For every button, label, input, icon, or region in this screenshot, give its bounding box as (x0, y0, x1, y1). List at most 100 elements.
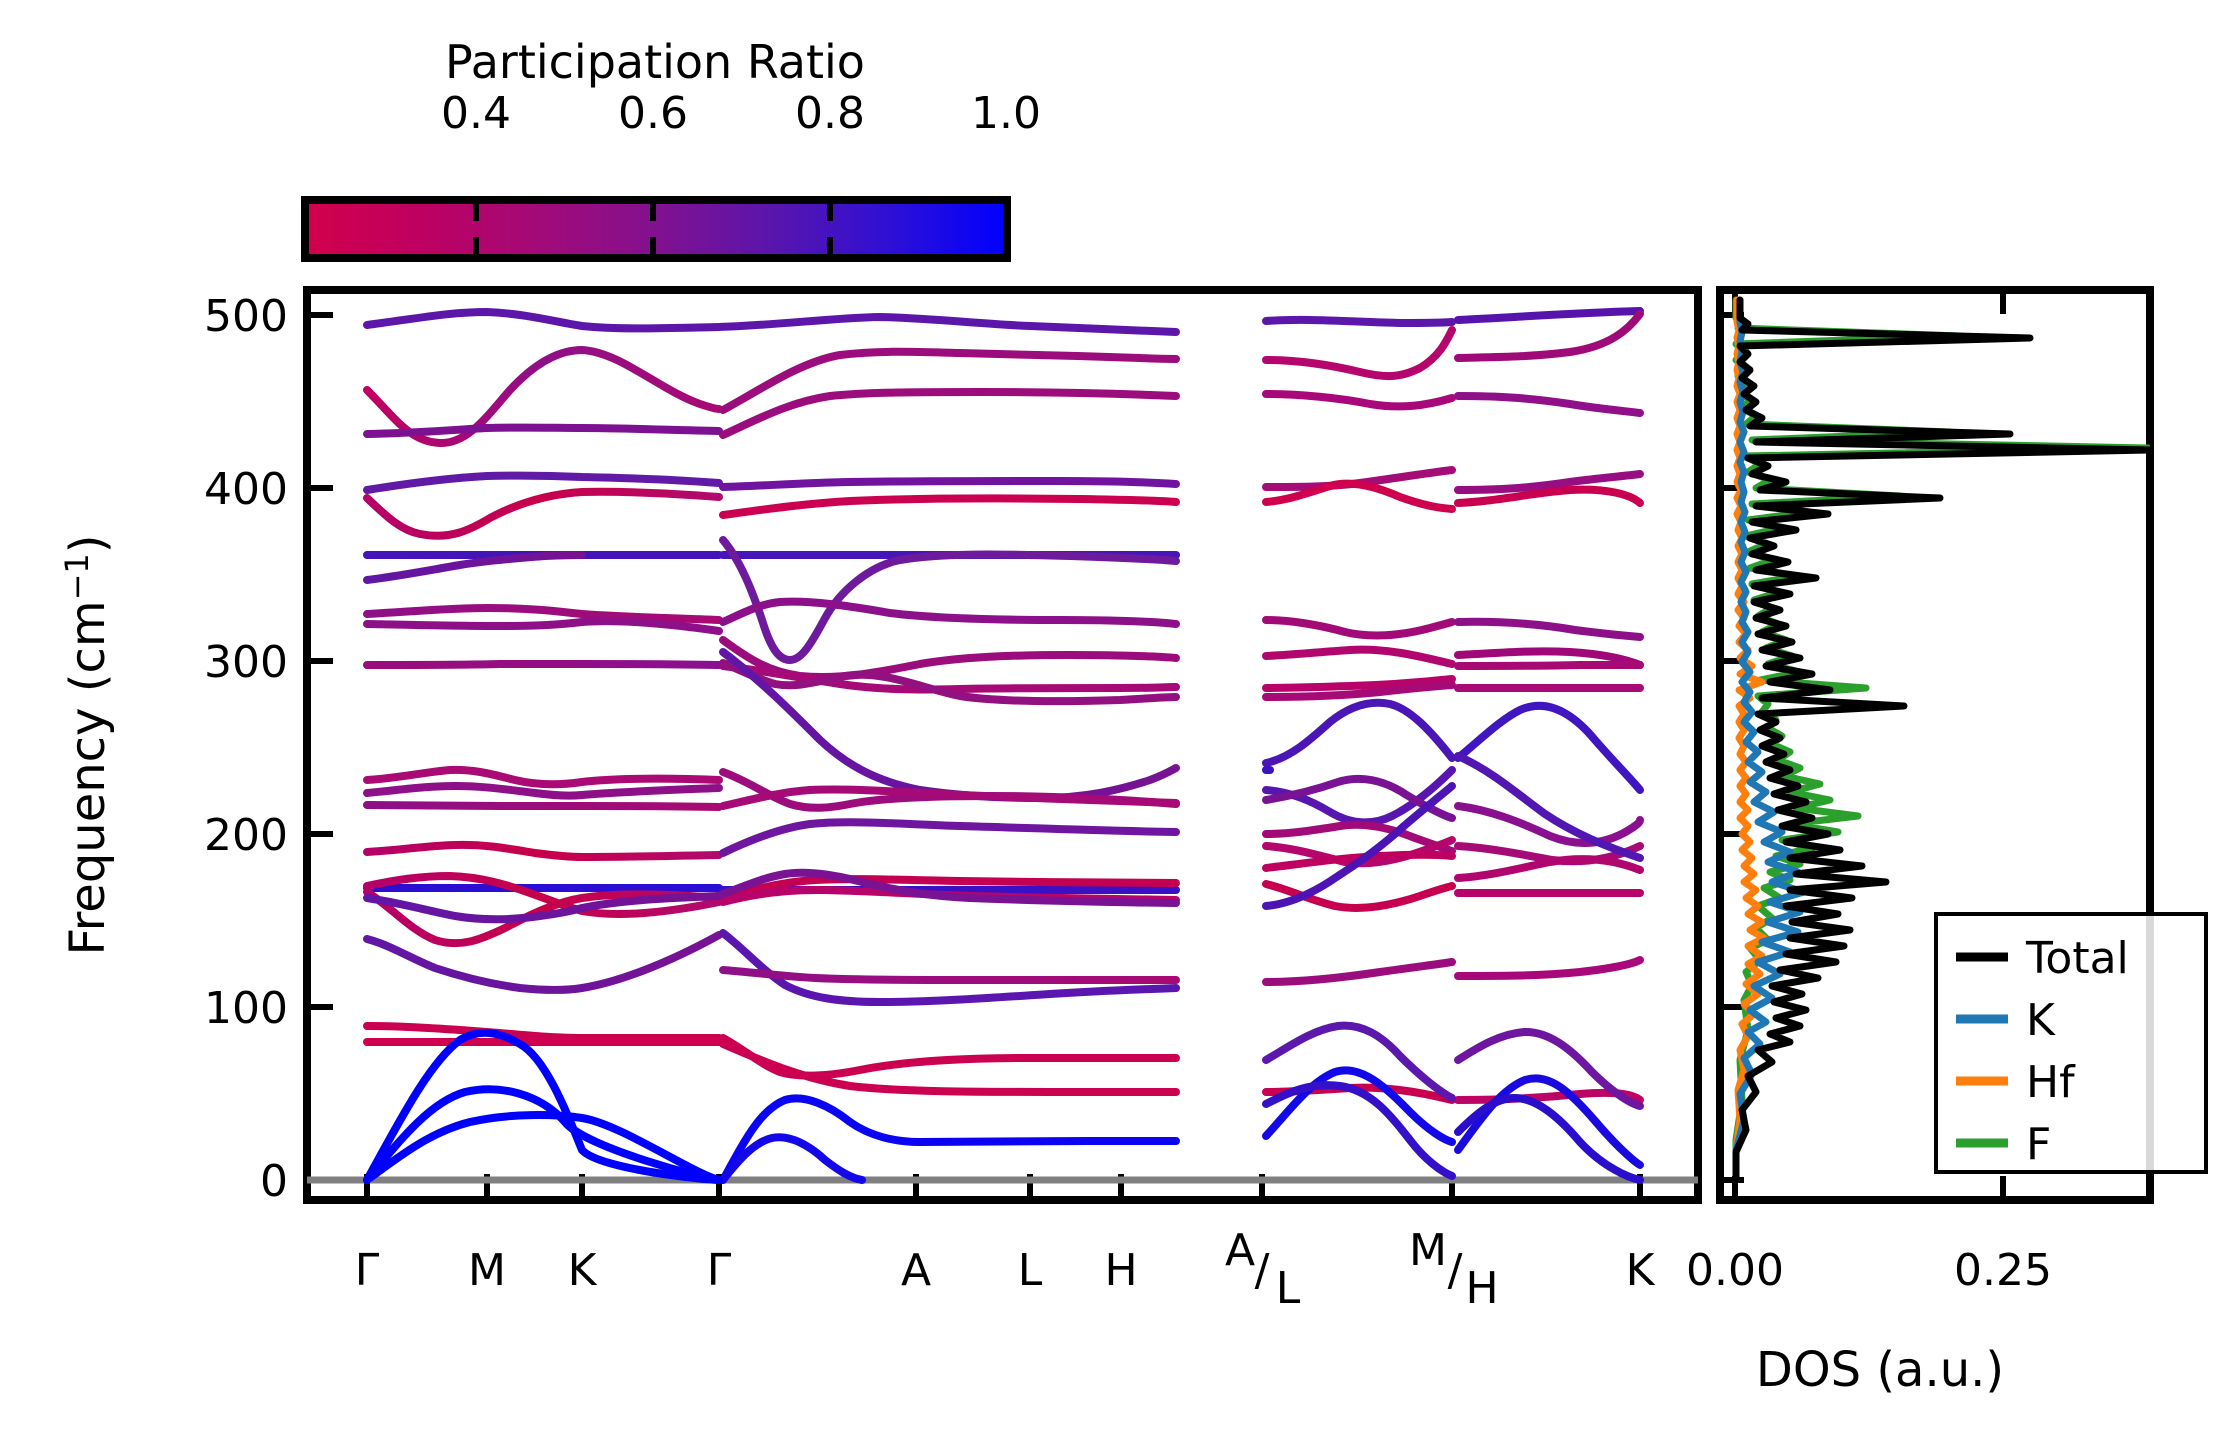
dos-x-axis-title: DOS (a.u.) (1756, 1342, 2004, 1398)
band-line (1454, 307, 1644, 324)
band-line (1454, 855, 1644, 882)
band-line (719, 818, 1180, 857)
band-line (719, 966, 1180, 985)
colorbar-tick-label: 0.6 (618, 88, 688, 139)
band-line (1454, 470, 1644, 494)
dos-x-tick-label: 0.25 (1954, 1245, 2052, 1296)
dos-legend: Total K Hf F (1934, 912, 2208, 1174)
band-line (363, 840, 723, 861)
svg-text:L: L (1276, 1263, 1301, 1314)
band-line (363, 765, 723, 789)
band-line (1262, 479, 1456, 513)
bands-y-tick-label: 0 (260, 1156, 288, 1207)
band-line (719, 875, 1180, 904)
band-line (363, 892, 723, 924)
dos-panel: 0.00 0.25 DOS (a.u.) Total K Hf F (1686, 286, 2208, 1398)
band-line (1454, 310, 1644, 362)
band-line (1454, 802, 1644, 847)
colorbar-tick-label: 0.4 (441, 88, 511, 139)
band-line (719, 868, 1180, 907)
band-line (363, 487, 723, 540)
colorbar-group: Participation Ratio 0.4 0.6 0.8 1.0 (301, 35, 1041, 262)
bands-x-tick-label-frac: M / H (1409, 1225, 1499, 1314)
band-line (363, 1085, 723, 1184)
band-line (363, 346, 723, 448)
band-line (363, 604, 723, 624)
legend-label-f: F (2026, 1119, 2051, 1170)
colorbar-tick-label: 1.0 (971, 88, 1041, 139)
bands-x-tick-label: K (1626, 1245, 1656, 1296)
band-line (1262, 390, 1456, 411)
band-line (363, 888, 723, 948)
band-line (363, 1028, 723, 1184)
band-line (1262, 645, 1456, 668)
bands-x-tick-label: A (901, 1245, 931, 1296)
band-line (363, 1111, 723, 1184)
band-line (1262, 315, 1456, 327)
band-line (363, 617, 723, 635)
svg-text:Frequency (cm−1): Frequency (cm−1) (58, 534, 116, 955)
svg-text:/: / (1448, 1245, 1463, 1296)
band-line (1454, 661, 1644, 670)
band-line (363, 659, 723, 669)
band-line (1262, 681, 1456, 701)
colorbar-title: Participation Ratio (445, 35, 865, 89)
band-line (719, 388, 1180, 439)
band-line (1262, 958, 1456, 986)
svg-text:/: / (1255, 1245, 1270, 1296)
bands-y-tick-label: 400 (204, 464, 288, 515)
band-line (1262, 774, 1456, 822)
svg-text:A: A (1225, 1225, 1255, 1276)
bands-x-tick-label: Γ (355, 1245, 380, 1296)
svg-text:M: M (1409, 1225, 1447, 1276)
band-line (1262, 1081, 1456, 1180)
band-line (363, 801, 723, 811)
legend-label-total: Total (2025, 933, 2129, 984)
bands-x-tick-label: M (468, 1245, 506, 1296)
band-line (363, 931, 723, 994)
band-line (1262, 1021, 1456, 1102)
band-line (363, 308, 1180, 336)
colorbar-tick-label: 0.8 (795, 88, 865, 139)
band-line (719, 662, 1180, 694)
dos-x-tick-label: 0.00 (1686, 1245, 1784, 1296)
band-line (363, 782, 723, 800)
band-line (1262, 782, 1456, 910)
bands-x-tick-label: L (1018, 1245, 1043, 1296)
band-line (1262, 850, 1456, 872)
band-line (1262, 836, 1456, 868)
bands-x-tick-label: Γ (707, 1245, 732, 1296)
band-line (363, 551, 586, 584)
bands-axes-frame (303, 286, 1702, 1204)
band-line (1454, 752, 1644, 862)
band-line (1454, 392, 1644, 417)
band-line (1454, 1094, 1644, 1184)
band-line (1454, 485, 1644, 507)
band-line (1454, 617, 1644, 641)
band-line (363, 872, 723, 918)
bands-y-tick-label: 300 (204, 637, 288, 688)
band-line (1262, 326, 1456, 381)
legend-label-k: K (2026, 995, 2056, 1046)
band-line (719, 1040, 1180, 1096)
dos-curve-K (1732, 296, 1808, 1184)
bands-y-axis-title: Frequency (cm−1) (58, 534, 116, 955)
band-line (719, 597, 1180, 628)
band-line (719, 659, 1180, 706)
band-line (363, 471, 723, 494)
band-line (719, 347, 1180, 414)
dos-curve-Total (1732, 296, 2150, 1184)
band-line (719, 494, 1180, 519)
band-line (1454, 956, 1644, 980)
band-line (1262, 698, 1456, 767)
band-line (1262, 675, 1456, 692)
bands-y-tick-label: 500 (204, 291, 288, 342)
band-line (719, 536, 1180, 664)
band-line (1454, 647, 1644, 669)
band-line (1454, 1027, 1644, 1110)
legend-label-hf: Hf (2026, 1057, 2076, 1108)
band-line (363, 423, 723, 438)
band-line (719, 1133, 866, 1184)
bands-panel: 0 100 200 300 400 500 Frequency (cm−1) Γ… (58, 286, 1702, 1314)
band-line (719, 477, 1180, 491)
